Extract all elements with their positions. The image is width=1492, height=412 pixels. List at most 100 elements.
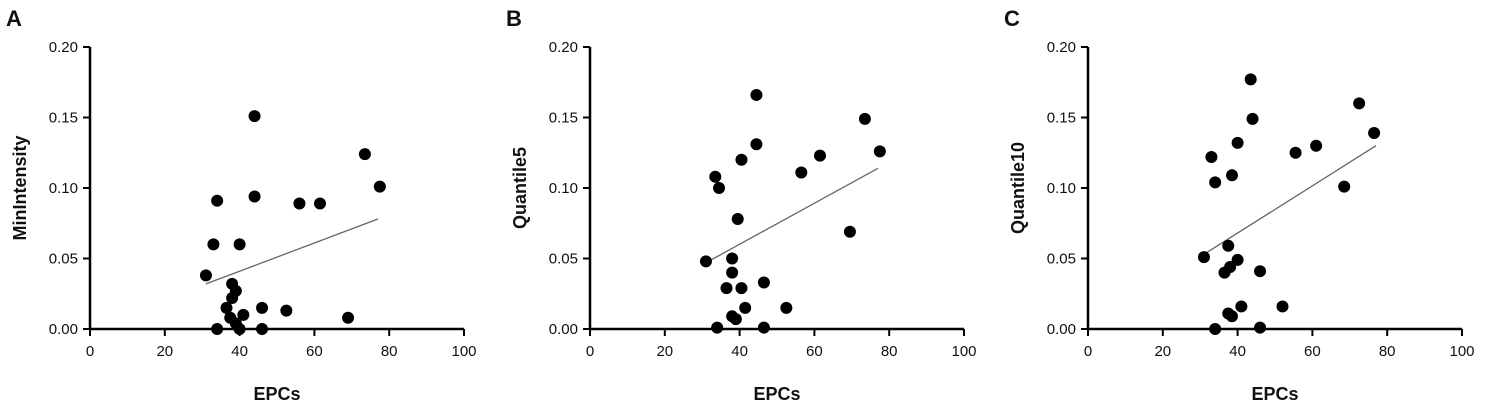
data-point (1225, 169, 1238, 182)
data-point (1209, 176, 1222, 189)
data-point (342, 311, 355, 324)
data-point (1310, 139, 1323, 152)
data-point (780, 301, 793, 314)
x-tick-label: 20 (156, 343, 173, 360)
trend-line (1203, 145, 1377, 255)
trend-line (705, 167, 879, 264)
data-point (220, 301, 233, 314)
panel-label: B (506, 6, 522, 31)
data-point (1222, 239, 1235, 252)
x-tick-label: 0 (586, 343, 594, 360)
x-tick-label: 60 (306, 343, 323, 360)
data-point (873, 145, 886, 158)
x-tick-label: 80 (881, 343, 898, 360)
y-tick-label: 0.10 (49, 180, 78, 197)
x-tick-label: 40 (1229, 343, 1246, 360)
data-point (248, 190, 261, 203)
y-axis-label: Quantile5 (510, 147, 530, 229)
data-point (1235, 300, 1248, 313)
x-tick-label: 80 (1379, 343, 1396, 360)
x-tick-label: 60 (806, 343, 823, 360)
data-point (1244, 73, 1257, 86)
data-point (199, 269, 212, 282)
x-tick-label: 0 (1084, 343, 1092, 360)
data-point (726, 266, 739, 279)
y-tick-label: 0.15 (549, 110, 578, 127)
data-point (1289, 146, 1302, 159)
x-tick-label: 80 (381, 343, 398, 360)
y-tick-label: 0.00 (49, 321, 78, 338)
y-tick-label: 0.15 (49, 110, 78, 127)
data-point (1353, 97, 1366, 110)
x-tick-label: 100 (1449, 343, 1474, 360)
data-point (280, 304, 293, 317)
data-point (1254, 265, 1267, 278)
data-point (750, 138, 763, 151)
data-point (233, 238, 246, 251)
data-point (207, 238, 220, 251)
data-point (1197, 251, 1210, 264)
data-point (1205, 150, 1218, 163)
x-tick-label: 40 (231, 343, 248, 360)
data-point (1276, 300, 1289, 313)
data-point (1368, 127, 1381, 140)
data-point (1246, 112, 1259, 125)
x-axis-label: EPCs (753, 384, 800, 404)
data-point (720, 282, 733, 295)
data-point (713, 182, 726, 194)
data-point (858, 112, 871, 125)
panel-label: A (6, 6, 22, 31)
data-point (709, 170, 722, 183)
data-point (237, 308, 250, 321)
data-point (757, 276, 770, 289)
y-tick-label: 0.00 (1047, 321, 1076, 338)
data-point (211, 323, 224, 335)
x-axis-label: EPCs (253, 384, 300, 404)
y-tick-label: 0.15 (1047, 110, 1076, 127)
data-point (699, 255, 712, 268)
x-tick-label: 40 (731, 343, 748, 360)
y-tick-label: 0.05 (1047, 251, 1076, 268)
y-tick-label: 0.05 (49, 251, 78, 268)
y-tick-label: 0.20 (49, 39, 78, 56)
data-point (814, 149, 827, 162)
y-tick-label: 0.05 (549, 251, 578, 268)
data-point (256, 323, 269, 335)
y-tick-label: 0.10 (549, 180, 578, 197)
x-tick-label: 100 (951, 343, 976, 360)
data-point (1231, 136, 1244, 149)
data-point (735, 153, 748, 166)
x-tick-label: 60 (1304, 343, 1321, 360)
data-point (1338, 180, 1351, 193)
x-tick-label: 100 (451, 343, 476, 360)
data-point (711, 321, 724, 334)
data-point (211, 194, 224, 207)
data-point (1254, 321, 1267, 334)
data-point (726, 252, 739, 265)
panel-label: C (1004, 6, 1020, 31)
data-point (358, 148, 371, 161)
x-tick-label: 0 (86, 343, 94, 360)
data-point (1225, 310, 1238, 323)
data-point (293, 197, 306, 210)
y-tick-label: 0.00 (549, 321, 578, 338)
data-point (739, 301, 752, 314)
x-tick-label: 20 (1154, 343, 1171, 360)
x-tick-label: 20 (656, 343, 673, 360)
y-axis-label: MinIntensity (10, 135, 30, 240)
data-point (731, 213, 744, 226)
data-point (1224, 260, 1237, 273)
data-point (843, 225, 856, 238)
data-point (229, 284, 242, 297)
data-point (1231, 253, 1244, 266)
data-point (233, 323, 246, 335)
data-point (795, 166, 808, 179)
data-point (1209, 323, 1222, 335)
data-point (314, 197, 327, 210)
y-axis-label: Quantile10 (1008, 142, 1028, 234)
y-tick-label: 0.20 (1047, 39, 1076, 56)
data-point (373, 180, 386, 193)
trend-line (205, 218, 379, 285)
data-point (735, 282, 748, 295)
